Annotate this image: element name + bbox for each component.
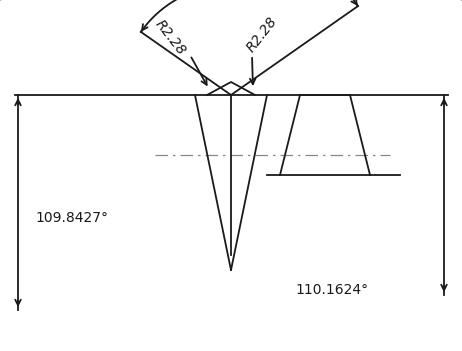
Text: 109.8427°: 109.8427° xyxy=(35,211,108,225)
Text: R2.28: R2.28 xyxy=(152,18,188,58)
Text: 110.1624°: 110.1624° xyxy=(295,283,368,297)
Text: R2.28: R2.28 xyxy=(244,15,280,55)
